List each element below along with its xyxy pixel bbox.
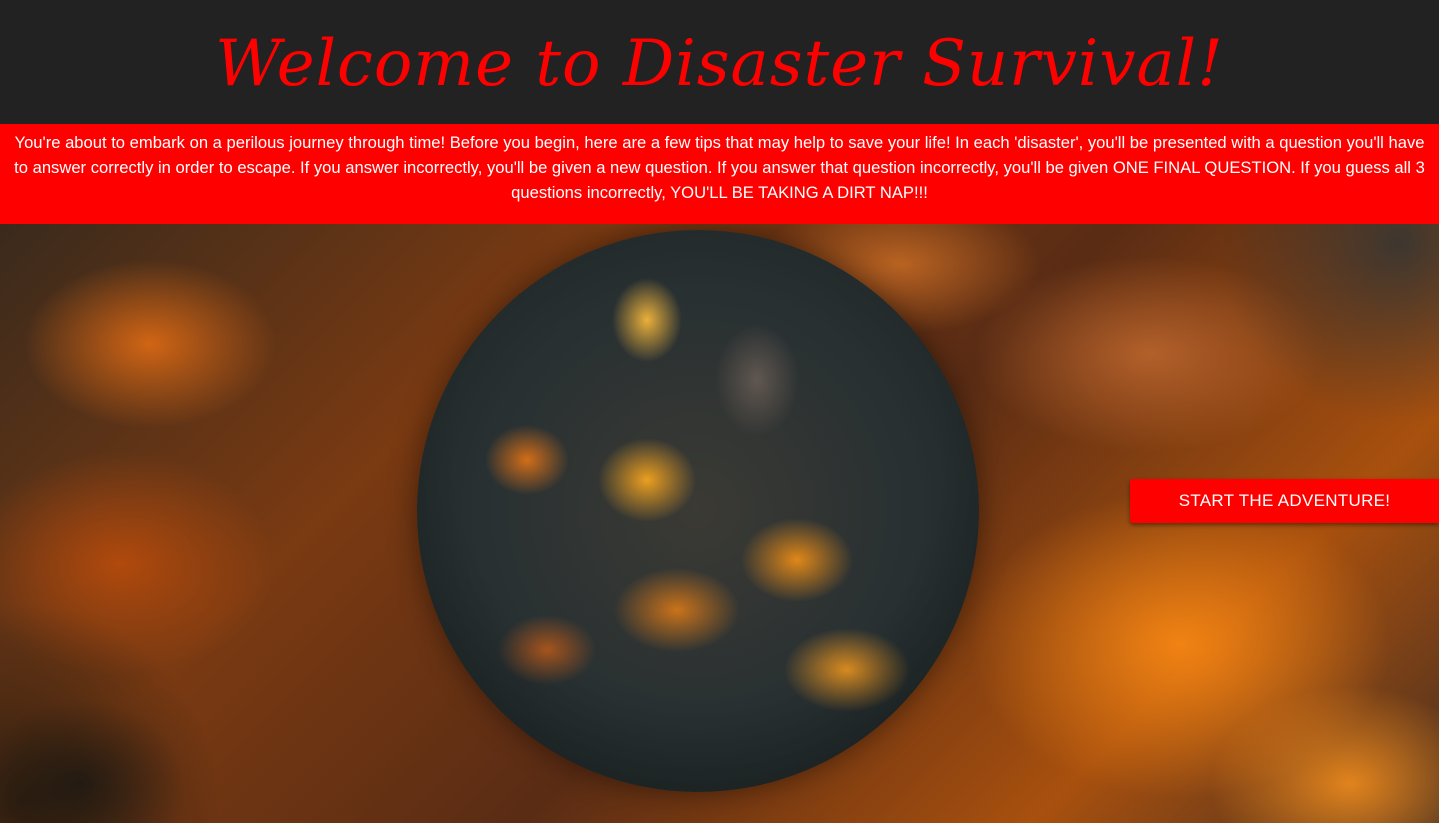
- page-title: Welcome to Disaster Survival!: [215, 27, 1224, 101]
- site-header: Welcome to Disaster Survival!: [0, 0, 1439, 124]
- start-adventure-button[interactable]: START THE ADVENTURE!: [1130, 479, 1439, 523]
- intro-text: You're about to embark on a perilous jou…: [14, 133, 1425, 202]
- hero-background-image: START THE ADVENTURE!: [0, 224, 1439, 823]
- intro-banner: You're about to embark on a perilous jou…: [0, 124, 1439, 224]
- circular-sky-image: [417, 230, 979, 792]
